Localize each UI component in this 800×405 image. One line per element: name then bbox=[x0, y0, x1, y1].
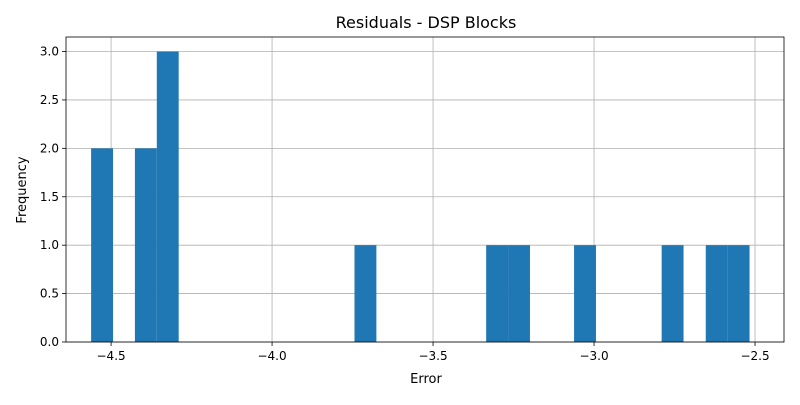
histogram-bar bbox=[486, 245, 509, 342]
histogram-bar bbox=[134, 148, 157, 342]
axes-layer: −4.5 −4.0 −3.5 −3.0 −2.5 0.0 0.5 1.0 1.5 2.0 2.5 3.… bbox=[40, 36, 785, 363]
histogram-bar bbox=[91, 148, 114, 342]
chart-title: Residuals - DSP Blocks bbox=[336, 13, 517, 32]
x-axis-label: Error bbox=[410, 372, 442, 387]
x-tick-label: −3.0 bbox=[579, 349, 608, 363]
y-tick-label: 1.0 bbox=[40, 238, 59, 252]
x-tick-label: −2.5 bbox=[740, 349, 769, 363]
histogram-bar bbox=[156, 51, 179, 343]
histogram-bar bbox=[574, 245, 596, 342]
histogram-bar bbox=[661, 245, 684, 342]
y-tick-label: 0.5 bbox=[40, 287, 59, 301]
bars-layer bbox=[91, 51, 750, 343]
y-tick-label: 2.0 bbox=[40, 141, 59, 155]
x-tick-label: −3.5 bbox=[418, 349, 447, 363]
plot-frame bbox=[65, 36, 785, 343]
y-axis-label: Frequency bbox=[15, 156, 30, 223]
histogram-bar bbox=[508, 245, 530, 342]
y-tick-label: 0.0 bbox=[40, 335, 59, 349]
y-tick-label: 2.5 bbox=[40, 93, 59, 107]
histogram-bar bbox=[354, 245, 377, 342]
y-tick-label: 3.0 bbox=[40, 45, 59, 59]
x-tick-label: −4.5 bbox=[97, 349, 126, 363]
y-tick-label: 1.5 bbox=[40, 190, 59, 204]
histogram-bar bbox=[727, 245, 750, 342]
histogram-bar bbox=[705, 245, 728, 342]
x-tick-label: −4.0 bbox=[257, 349, 286, 363]
